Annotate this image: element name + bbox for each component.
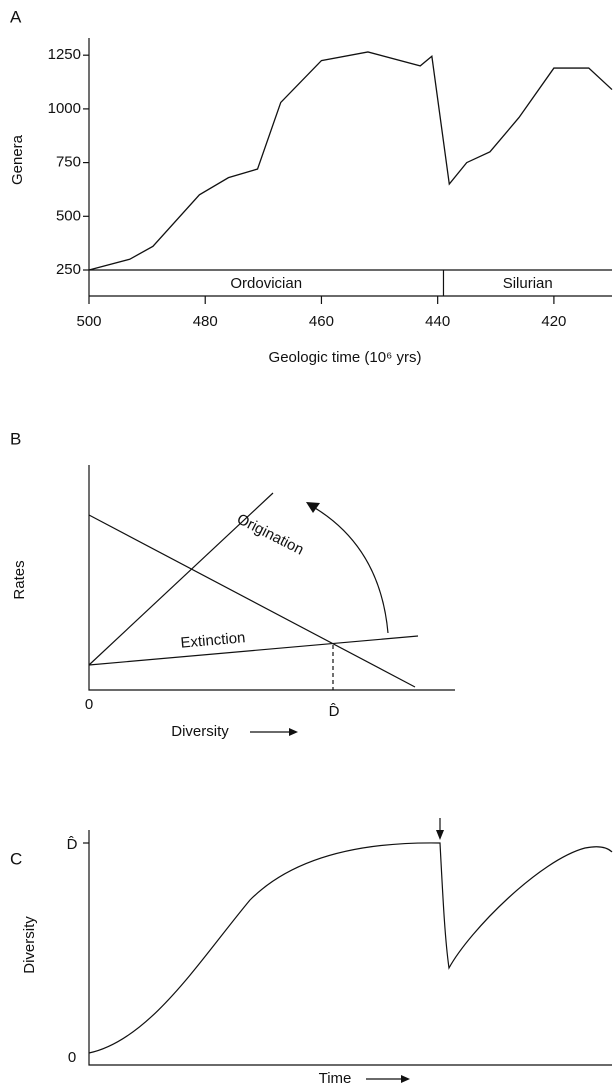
y-tick-label: 750 bbox=[56, 154, 81, 171]
axes bbox=[88, 830, 612, 1066]
extinction-label: Extinction bbox=[180, 629, 246, 652]
period-label: Ordovician bbox=[230, 275, 302, 292]
extinction-line bbox=[88, 635, 419, 666]
origin-label: 0 bbox=[68, 1049, 76, 1066]
origin-label: 0 bbox=[85, 696, 93, 713]
arrow-head bbox=[306, 502, 320, 513]
origination-line bbox=[88, 514, 416, 688]
x-axis-label: Time bbox=[319, 1070, 352, 1087]
axes bbox=[88, 465, 455, 691]
x-tick-label: 460 bbox=[309, 313, 334, 330]
y-axis-label: Rates bbox=[11, 560, 28, 599]
y-tick-label: 1250 bbox=[48, 46, 81, 63]
panel-c: C Diversity D̂ 0 Time bbox=[10, 818, 613, 1087]
arrow-head bbox=[401, 1075, 410, 1083]
period-label: Silurian bbox=[503, 275, 553, 292]
panel-label: A bbox=[10, 7, 22, 26]
diversity-curve bbox=[88, 842, 613, 1054]
panel-label: B bbox=[10, 429, 21, 448]
x-tick-label: 480 bbox=[193, 313, 218, 330]
equilibrium-label: D̂ bbox=[329, 702, 340, 719]
panel-b: B Rates Origination Extinction 0 D̂ Dive… bbox=[10, 429, 455, 740]
shift-arrow bbox=[309, 504, 389, 634]
top-label: D̂ bbox=[67, 835, 78, 852]
x-tick-label: 440 bbox=[425, 313, 450, 330]
shifted-origination-line bbox=[88, 492, 274, 666]
x-axis-label: Geologic time (10⁶ yrs) bbox=[269, 349, 422, 366]
x-axis-label: Diversity bbox=[171, 723, 229, 740]
panel-a: A Genera Geologic time (10⁶ yrs) 250 500 7… bbox=[9, 7, 613, 366]
arrow-head bbox=[289, 728, 298, 736]
y-axis-label: Genera bbox=[9, 134, 26, 185]
arrow-head bbox=[436, 830, 444, 840]
data-line bbox=[88, 51, 613, 271]
y-tick-label: 1000 bbox=[48, 100, 81, 117]
y-axis-label: Diversity bbox=[21, 916, 38, 974]
x-tick-label: 420 bbox=[541, 313, 566, 330]
origination-label: Origination bbox=[234, 510, 306, 558]
y-tick-label: 250 bbox=[56, 261, 81, 278]
panel-label: C bbox=[10, 849, 22, 868]
x-tick-label: 500 bbox=[76, 313, 101, 330]
y-tick-label: 500 bbox=[56, 207, 81, 224]
